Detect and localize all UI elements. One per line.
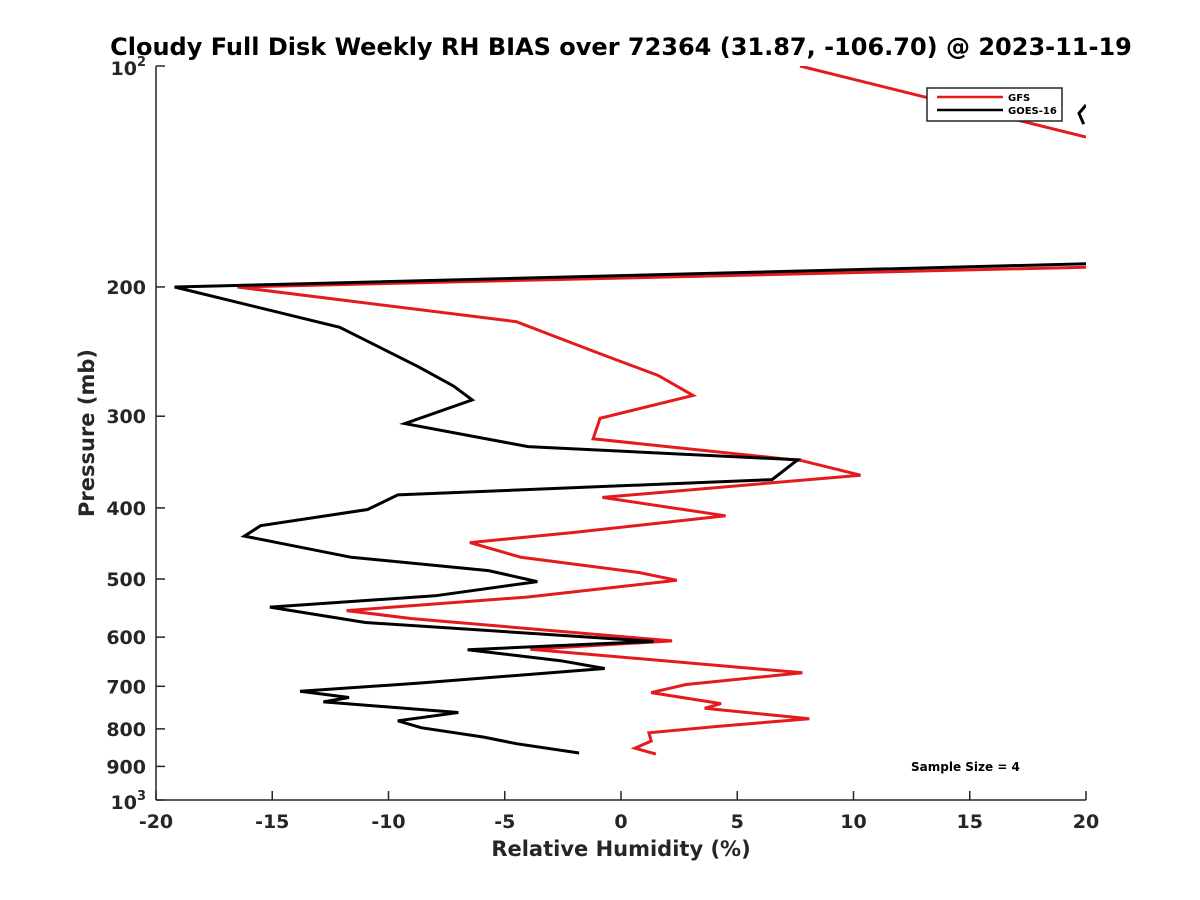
x-tick-label: 20 [1073,811,1099,833]
legend-label-goes16: GOES-16 [1008,106,1057,117]
axes-layer [155,66,1086,801]
data-layer [174,66,1086,756]
x-tick-label: -15 [255,811,289,833]
series-line-goes16 [174,104,1086,755]
legend-box [926,87,1063,122]
y-tick-label: 102 [111,55,147,80]
plot-area: -20 -15 -10 -5 0 5 10 15 20 102 200 300 400 500 600 70… [106,55,1099,833]
x-tick-label: -5 [494,811,515,833]
x-tick-label: 0 [614,811,627,833]
x-tick-label: -10 [371,811,405,833]
x-tick-label: 10 [840,811,866,833]
x-tick-label: 15 [957,811,983,833]
series-line-gfs [237,66,1086,756]
sample-size-annotation: Sample Size = 4 [911,760,1020,774]
legend: GFS GOES-16 [926,87,1063,122]
legend-label-gfs: GFS [1008,93,1030,104]
x-axis-label: Relative Humidity (%) [491,837,750,861]
y-tick-label: 103 [111,789,147,814]
chart-title: Cloudy Full Disk Weekly RH BIAS over 723… [110,33,1132,61]
x-tick-label: -20 [139,811,173,833]
x-tick-label: 5 [731,811,744,833]
y-tick-label: 900 [106,756,146,778]
y-tick-label: 800 [106,719,146,741]
y-tick-label: 400 [106,498,146,520]
x-ticks: -20 -15 -10 -5 0 5 10 15 20 [139,791,1099,833]
y-ticks: 102 200 300 400 500 600 700 800 900 103 [106,55,165,814]
y-axis-label: Pressure (mb) [75,349,99,517]
y-tick-label: 700 [106,676,146,698]
y-tick-label: 200 [106,277,146,299]
y-tick-label: 500 [106,569,146,591]
y-tick-label: 600 [106,627,146,649]
y-tick-label: 300 [106,406,146,428]
